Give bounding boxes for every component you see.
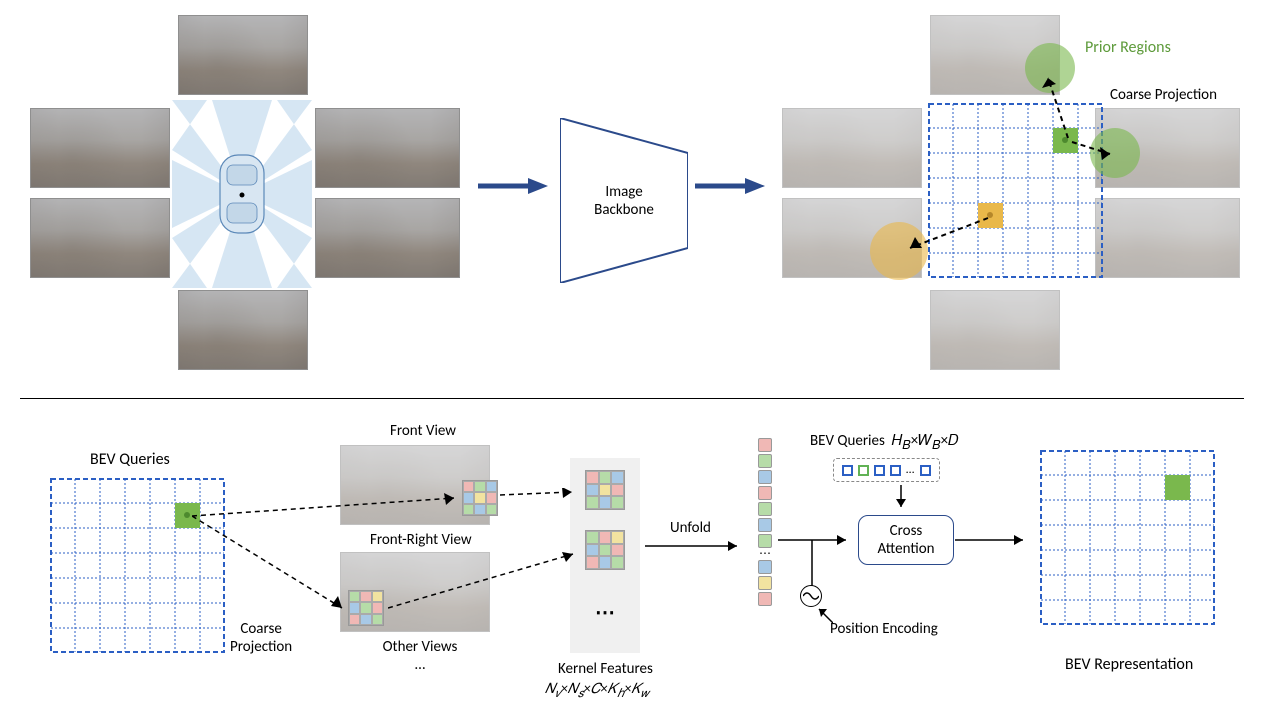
top-section: Image Backbone [0,0,1264,390]
arrow-to-bevrep [955,532,1035,548]
kernel-front-right [348,590,384,626]
cross-attention-label: Cross Attention [877,522,934,558]
kernel-dots: ⋯ [595,600,615,625]
ego-car-icon [172,100,312,288]
arrow-to-backbone [478,176,548,196]
camera-front-left [30,108,170,188]
dash-kernel-2 [388,550,583,615]
dash-to-front-right [192,516,352,616]
unfold-stack: ⋯ [758,438,772,606]
kernel-front [462,480,498,516]
arrow-to-crossattn [778,532,858,548]
camera-back-right [315,198,460,278]
camera-back [178,290,308,370]
dash-arrow-yellow [900,216,995,256]
coarse-projection-top-label: Coarse Projection [1110,86,1217,104]
dash-arrow-green2 [1070,138,1120,168]
camera-front [178,15,308,95]
out-front-left [782,108,922,188]
bev-queries-row: … [833,458,940,482]
other-views-label: Other Views … [380,638,460,674]
bev-queries-label: BEV Queries [90,450,170,469]
image-backbone-label: Image Backbone [560,118,688,283]
bottom-section: BEV Queries Front View Front-Right View … [0,410,1264,720]
bev-representation-grid [1040,450,1215,625]
coarse-projection-bottom: Coarse Projection [230,620,292,656]
bev-queries-dims-label: BEV Queries 𝐻𝐵×𝑊𝐵×𝐷 [810,432,959,453]
cross-attention-block: Cross Attention [858,515,954,565]
camera-back-left [30,198,170,278]
unfold-label: Unfold [670,519,711,537]
kernel-copy-1 [585,470,625,510]
prior-regions-label: Prior Regions [1085,38,1171,57]
front-right-label: Front-Right View [370,531,472,549]
dash-kernel-1 [500,488,585,502]
kernel-copy-2 [585,530,625,570]
image-backbone-block: Image Backbone [560,118,688,283]
queries-down-arrow [894,485,908,515]
camera-front-right [315,108,460,188]
out-back-right [1095,198,1240,278]
arrow-from-backbone [695,176,765,196]
posenc-to-circle [815,607,833,623]
section-divider [20,398,1244,399]
out-back [930,290,1060,370]
bev-representation-label: BEV Representation [1065,655,1193,674]
unfold-arrow [645,538,750,554]
kernel-features-label: Kernel Features [558,660,653,678]
front-view-label: Front View [390,422,456,440]
position-encoding-label: Position Encoding [830,620,938,638]
dash-arrow-green1 [1040,70,1080,140]
position-encoding-icon [800,585,822,607]
kernel-dims-label: 𝑁𝑣×𝑁𝑠×𝐶×𝐾ℎ×𝐾𝑤 [545,680,649,701]
